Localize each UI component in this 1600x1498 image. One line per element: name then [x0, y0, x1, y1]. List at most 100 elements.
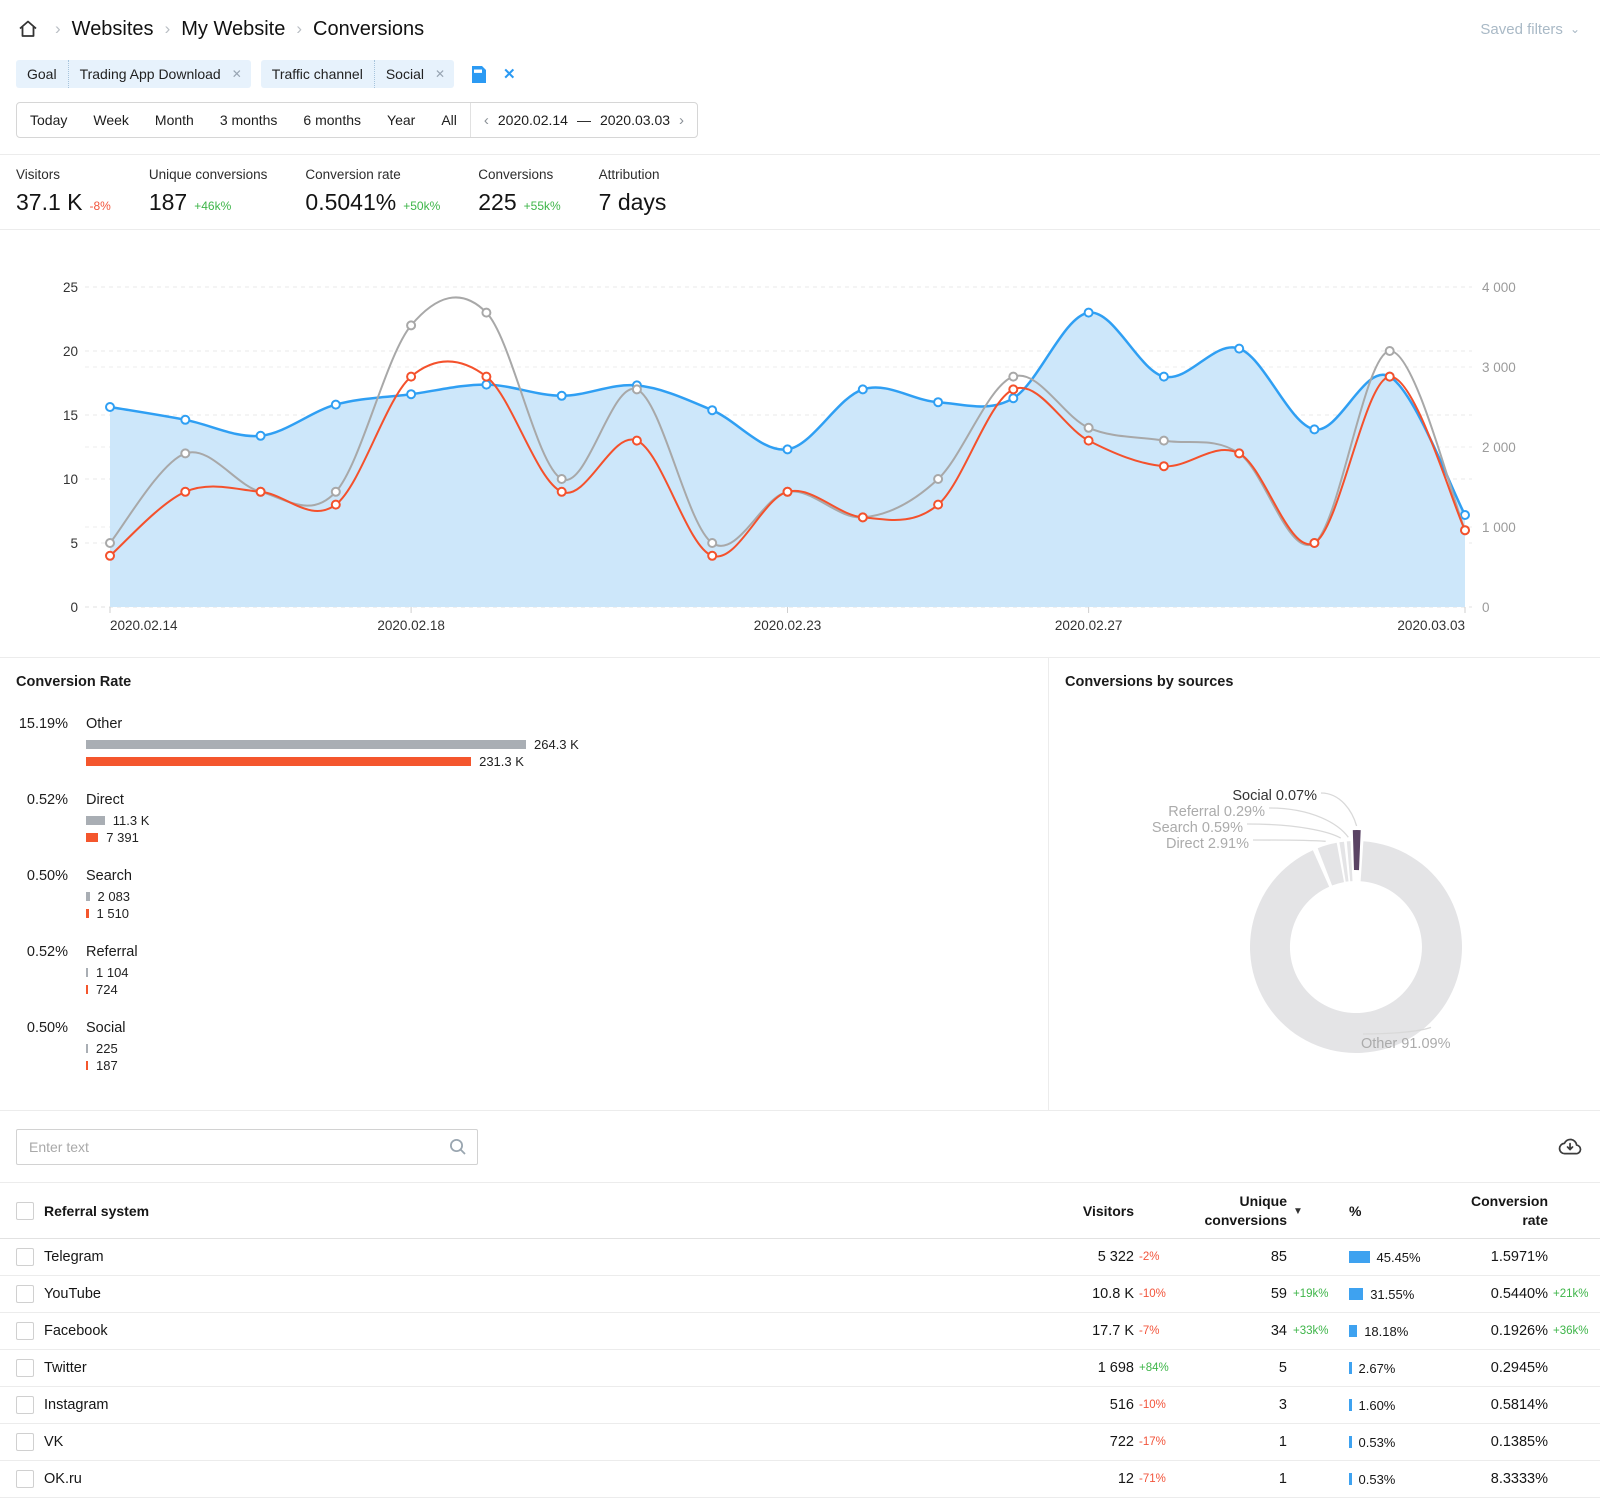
search-icon[interactable]	[447, 1136, 469, 1163]
column-unique-conversions[interactable]: Unique conversions	[1204, 1193, 1287, 1228]
column-conversion-rate[interactable]: Conversion rate	[1470, 1193, 1548, 1228]
cr-channel-name[interactable]: Direct	[86, 792, 124, 808]
breadcrumb-websites[interactable]: Websites	[71, 17, 154, 40]
range-from-date[interactable]: 2020.02.14	[497, 112, 568, 128]
metric-visitors[interactable]: Visitors 37.1 K -8%	[16, 167, 111, 215]
table-row[interactable]: Instagram 516 -10% 3 1.60% 0.5814%	[0, 1387, 1600, 1424]
percent-label: 31.55%	[1370, 1286, 1415, 1302]
chevron-right-icon[interactable]: ›	[679, 111, 685, 129]
row-checkbox[interactable]	[16, 1285, 34, 1303]
metric-conversions[interactable]: Conversions 225 +55k%	[478, 167, 561, 215]
range-preset-6-months[interactable]: 6 months	[303, 112, 362, 128]
breadcrumb-conversions[interactable]: Conversions	[313, 17, 425, 40]
chevron-left-icon[interactable]: ‹	[483, 111, 489, 129]
referral-system-name[interactable]: Telegram	[44, 1249, 104, 1265]
conversion-rate-row: 0.50% Search 2 083 1 510	[16, 868, 1032, 921]
range-to-date[interactable]: 2020.03.03	[599, 112, 671, 128]
referral-system-name[interactable]: OK.ru	[44, 1471, 82, 1487]
conversions-by-sources-donut[interactable]: Other 91.09% Direct 2.91%Search 0.59%Refe…	[1065, 690, 1600, 1110]
chip-divider	[373, 60, 375, 88]
row-checkbox[interactable]	[16, 1470, 34, 1488]
svg-text:2 000: 2 000	[1482, 440, 1516, 455]
conversion-rate-value: 0.2945%	[1490, 1359, 1548, 1376]
table-row[interactable]: VK 722 -17% 1 0.53% 0.1385%	[0, 1424, 1600, 1461]
cr-percent: 0.50%	[26, 868, 68, 884]
cr-channel-name[interactable]: Search	[86, 868, 132, 884]
breadcrumb: › Websites › My Website › Conversions Sa…	[0, 0, 1600, 44]
referral-system-name[interactable]: Twitter	[44, 1360, 87, 1376]
filter-chip-traffic-channel[interactable]: Traffic channel Social ✕	[260, 60, 455, 88]
metric-delta: +46k%	[194, 199, 232, 213]
metric-attribution[interactable]: Attribution 7 days	[598, 167, 667, 215]
svg-text:3 000: 3 000	[1482, 360, 1516, 375]
cr-conversions-bar	[86, 832, 99, 842]
svg-text:20: 20	[63, 344, 78, 359]
table-row[interactable]: Telegram 5 322 -2% 85 45.45% 1.5971%	[0, 1239, 1600, 1276]
referral-system-name[interactable]: Facebook	[44, 1323, 108, 1339]
metric-conversion-rate[interactable]: Conversion rate 0.5041% +50k%	[305, 167, 441, 215]
cr-channel-name[interactable]: Other	[86, 716, 123, 732]
cr-conversions-value: 187	[96, 1057, 118, 1073]
breadcrumb-my-website[interactable]: My Website	[181, 17, 286, 40]
referral-system-name[interactable]: YouTube	[44, 1286, 101, 1302]
table-row[interactable]: Twitter 1 698 +84% 5 2.67% 0.2945%	[0, 1350, 1600, 1387]
table-header: Referral system Visitors Unique conversi…	[0, 1182, 1600, 1239]
conversion-rate-value: 8.3333%	[1490, 1470, 1548, 1487]
conversions-chart[interactable]: 0 5 10 15 20 25 0 1 000 2 000 3 000 4 000 2020.02.1…	[0, 240, 1600, 652]
select-all-checkbox[interactable]	[16, 1201, 34, 1220]
svg-text:Referral 0.29%: Referral 0.29%	[1168, 804, 1265, 820]
metric-unique-conversions[interactable]: Unique conversions 187 +46k%	[148, 167, 268, 215]
range-preset-week[interactable]: Week	[93, 112, 129, 128]
row-checkbox[interactable]	[16, 1433, 34, 1451]
column-visitors[interactable]: Visitors	[1082, 1202, 1134, 1219]
visitors-delta: -10%	[1139, 1399, 1166, 1411]
range-dash: —	[576, 112, 591, 128]
cr-visitors-value: 2 083	[97, 888, 131, 904]
remove-filter-icon[interactable]: ✕	[231, 67, 242, 81]
cr-channel-name[interactable]: Social	[86, 1020, 126, 1036]
referral-systems-table: Referral system Visitors Unique conversi…	[0, 1182, 1600, 1498]
search-input[interactable]	[16, 1129, 478, 1165]
range-preset-today[interactable]: Today	[30, 112, 68, 128]
cr-visitors-bar	[86, 967, 88, 977]
row-checkbox[interactable]	[16, 1322, 34, 1340]
svg-text:Search 0.59%: Search 0.59%	[1152, 820, 1243, 836]
cr-visitors-bar	[86, 739, 526, 749]
cr-visitors-value: 264.3 K	[534, 736, 579, 752]
table-row[interactable]: OK.ru 12 -71% 1 0.53% 8.3333%	[0, 1461, 1600, 1498]
table-row[interactable]: Facebook 17.7 K -7% 34 +33k% 18.18% 0.19…	[0, 1313, 1600, 1350]
visitors-delta: -17%	[1139, 1436, 1166, 1448]
download-report-icon[interactable]	[1555, 1135, 1584, 1159]
range-preset-all[interactable]: All	[441, 112, 457, 128]
column-percent[interactable]: %	[1349, 1202, 1362, 1219]
home-icon[interactable]	[16, 17, 40, 41]
divider	[469, 103, 471, 137]
range-preset-3-months[interactable]: 3 months	[219, 112, 278, 128]
referral-system-name[interactable]: Instagram	[44, 1397, 109, 1413]
row-checkbox[interactable]	[16, 1359, 34, 1377]
range-preset-month[interactable]: Month	[154, 112, 194, 128]
chevron-right-icon: ›	[296, 19, 303, 38]
cr-conversions-bar	[86, 1060, 88, 1070]
conversion-rate-delta: +36k%	[1553, 1325, 1589, 1337]
svg-text:5: 5	[70, 536, 78, 551]
row-checkbox[interactable]	[16, 1248, 34, 1266]
row-checkbox[interactable]	[16, 1396, 34, 1414]
saved-filters-button[interactable]: Saved filters ⌄	[1480, 20, 1580, 38]
save-filter-icon[interactable]	[470, 65, 487, 84]
percent-bar	[1349, 1288, 1364, 1300]
referral-system-name[interactable]: VK	[44, 1434, 64, 1450]
table-row[interactable]: YouTube 10.8 K -10% 59 +19k% 31.55% 0.54…	[0, 1276, 1600, 1313]
svg-text:0: 0	[1482, 600, 1490, 615]
cr-conversions-value: 231.3 K	[479, 753, 524, 769]
sort-desc-icon[interactable]: ▼	[1293, 1205, 1303, 1217]
cr-channel-name[interactable]: Referral	[86, 944, 138, 960]
date-range-picker: Today Week Month 3 months 6 months Year …	[16, 102, 699, 138]
divider	[1048, 658, 1049, 1110]
range-preset-year[interactable]: Year	[387, 112, 416, 128]
clear-filters-icon[interactable]: ✕	[503, 66, 516, 83]
chevron-down-icon: ⌄	[1569, 22, 1580, 36]
filter-chip-goal[interactable]: Goal Trading App Download ✕	[16, 60, 251, 88]
remove-filter-icon[interactable]: ✕	[434, 67, 446, 81]
column-referral-system[interactable]: Referral system	[44, 1202, 150, 1219]
